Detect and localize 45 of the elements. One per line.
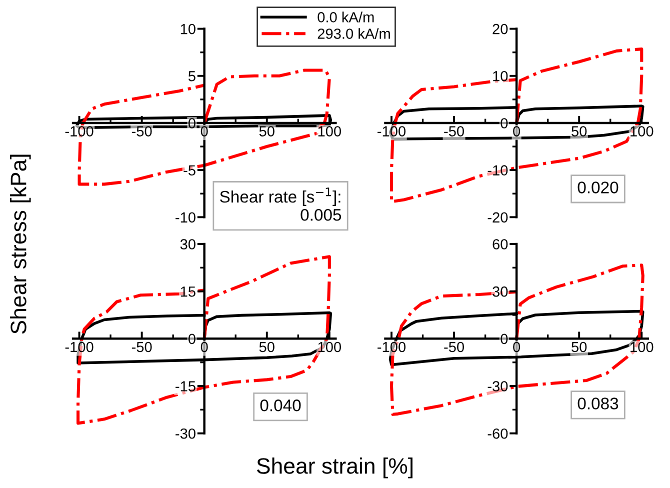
- y-tick-label: -20: [488, 212, 508, 223]
- x-tick-label: 100: [318, 126, 342, 136]
- y-tick-label: -60: [488, 428, 508, 439]
- x-tick-label: 100: [318, 342, 342, 352]
- y-tick-label: 15: [180, 286, 196, 297]
- y-tick-label: -30: [176, 428, 196, 439]
- x-tick-label: 50: [259, 126, 274, 136]
- x-tick-label: 0: [513, 342, 520, 352]
- annotation: 0.020: [578, 182, 618, 194]
- y-tick-label: -5: [184, 165, 196, 176]
- annotation: Shear rate [s$^{−1}$]: 0.005: [220, 188, 342, 221]
- y-tick-label: -10: [176, 212, 196, 223]
- y-tick-label: 0: [500, 334, 508, 344]
- y-axis-title: Shear stress [kPa]: [10, 154, 31, 334]
- legend-label: 293.0 kA/m: [318, 28, 390, 39]
- y-tick-label: 5: [188, 71, 196, 82]
- y-tick-label: 30: [492, 286, 508, 297]
- x-tick-label: -100: [65, 342, 94, 352]
- y-tick-label: -30: [488, 381, 508, 392]
- x-tick-label: 0: [200, 342, 208, 352]
- y-tick-label: 10: [493, 70, 508, 82]
- x-tick-label: 0: [200, 126, 208, 136]
- annotation: 0.083: [578, 398, 618, 410]
- y-tick-label: 30: [180, 239, 196, 250]
- x-tick-label: -50: [444, 126, 464, 136]
- x-tick-label: 100: [630, 342, 654, 352]
- x-tick-label: -50: [444, 342, 464, 352]
- annotation: 0.040: [260, 400, 301, 412]
- x-tick-label: -100: [378, 342, 406, 352]
- y-tick-label: 20: [492, 24, 508, 34]
- y-tick-label: -15: [176, 381, 196, 392]
- x-tick-label: 50: [259, 342, 274, 352]
- legend-label: 0.0 kA/m: [318, 12, 374, 22]
- x-tick-label: 50: [572, 126, 587, 136]
- x-tick-label: -50: [132, 342, 152, 352]
- y-tick-label: -10: [488, 165, 508, 176]
- y-tick-label: 0: [500, 118, 508, 128]
- x-tick-label: -50: [132, 126, 152, 136]
- x-axis-title: Shear strain [%]: [256, 458, 412, 478]
- y-tick-label: 10: [180, 24, 196, 34]
- x-tick-label: 50: [572, 342, 587, 352]
- x-tick-label: 100: [630, 126, 654, 136]
- y-tick-label: 60: [492, 239, 508, 250]
- x-tick-label: 0: [513, 126, 520, 136]
- y-tick-label: 0: [188, 334, 196, 344]
